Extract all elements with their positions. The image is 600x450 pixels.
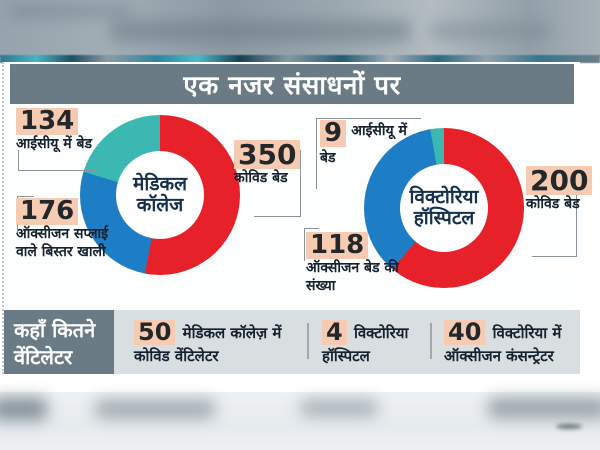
- callout-oxygen-beds-medical-college: 176 ऑक्सीजन सप्लाई वाले बिस्तर खाली: [16, 197, 109, 261]
- smudge-mark: [556, 424, 582, 429]
- medical-college-donut-chart: मेडिकल कॉलेज: [80, 115, 240, 275]
- icu-beds-value: 134: [16, 107, 79, 136]
- blurred-block: [488, 398, 600, 418]
- infographic-panel: एक नजर संसाधनों पर मेडिकल कॉलेज विक्टोरि…: [2, 62, 593, 374]
- icu-beds-caption: आईसीयू में बेड: [320, 123, 407, 167]
- medical-college-label: मेडिकल कॉलेज: [133, 172, 187, 216]
- photo-edge-strip: [0, 55, 600, 63]
- blurred-headline: [110, 20, 410, 42]
- ventilators-item-oxygen-concentrator: 40 विक्टोरिया में ऑक्सीजन कंसन्ट्रेटर: [444, 319, 574, 368]
- covid-beds-caption: कोविड बेड: [526, 196, 580, 213]
- callout-icu-beds-victoria: 9 आईसीयू में बेड: [320, 119, 412, 168]
- ventilators-caption: विक्टोरिया हॉस्पिटल: [322, 324, 409, 366]
- leader-line-oxygen-beds-vh: [304, 228, 319, 261]
- medical-college-donut-center: मेडिकल कॉलेज: [116, 151, 204, 239]
- blurred-block: [0, 398, 47, 420]
- ventilators-value: 50: [134, 319, 176, 346]
- victoria-hospital-label: विक्टोरिया हॉस्पिटल: [409, 185, 479, 229]
- leader-line-icu-beds-vh: [316, 118, 421, 189]
- ventilators-heading: कहाँ कितने वेंटिलेटर: [14, 318, 96, 369]
- blurred-block: [95, 400, 215, 418]
- callout-oxygen-beds-victoria: 118 ऑक्सीजन बेड की संख्या: [306, 231, 416, 295]
- victoria-hospital-donut-chart: विक्टोरिया हॉस्पिटल: [364, 128, 524, 288]
- ventilators-value: 4: [322, 319, 347, 346]
- oxygen-beds-caption: ऑक्सीजन बेड की संख्या: [306, 260, 399, 294]
- ventilators-strip: 50 मेडिकल कॉलेज़ में कोविड वेंटिलेटर 4 व…: [114, 310, 580, 374]
- ventilators-item-medical-college: 50 मेडिकल कॉलेज़ में कोविड वेंटिलेटर: [134, 319, 306, 368]
- callout-covid-beds-medical-college: 350 कोविड बेड: [234, 140, 301, 188]
- oxygen-beds-caption: ऑक्सीजन सप्लाई वाले बिस्तर खाली: [16, 226, 109, 260]
- icu-beds-value: 9: [320, 119, 347, 148]
- divider: [307, 323, 309, 359]
- ventilators-item-victoria: 4 विक्टोरिया हॉस्पिटल: [322, 319, 432, 368]
- leader-line-covid-beds-vh: [532, 182, 577, 257]
- oxygen-concentrator-value: 40: [444, 319, 486, 346]
- oxygen-beds-value: 176: [16, 197, 79, 226]
- callout-covid-beds-victoria: 200 कोविड बेड: [526, 166, 593, 214]
- blurred-photo-bottom: [0, 392, 600, 450]
- title-bar: एक नजर संसाधनों पर: [10, 64, 574, 104]
- blurred-block: [300, 400, 378, 416]
- page-title: एक नजर संसाधनों पर: [183, 71, 401, 101]
- covid-beds-caption: कोविड बेड: [234, 170, 288, 187]
- leader-line-icu-beds-mc: [18, 150, 97, 171]
- oxygen-beds-value: 118: [306, 231, 369, 260]
- blurred-photo-top: [0, 0, 600, 57]
- callout-icu-beds-medical-college: 134 आईसीयू में बेड: [16, 107, 92, 154]
- blurred-headline: [430, 22, 550, 40]
- ventilators-caption: मेडिकल कॉलेज़ में कोविड वेंटिलेटर: [134, 324, 282, 366]
- blurred-headline: [10, 4, 130, 18]
- covid-beds-value: 350: [234, 140, 301, 169]
- icu-beds-caption: आईसीयू में बेड: [16, 136, 92, 153]
- oxygen-concentrator-caption: विक्टोरिया में ऑक्सीजन कंसन्ट्रेटर: [444, 324, 562, 366]
- ventilators-heading-box: कहाँ कितने वेंटिलेटर: [4, 310, 114, 374]
- divider: [430, 323, 432, 359]
- victoria-hospital-donut-center: विक्टोरिया हॉस्पिटल: [400, 164, 488, 252]
- leader-line-covid-beds-mc: [254, 150, 301, 217]
- covid-beds-value: 200: [526, 166, 593, 195]
